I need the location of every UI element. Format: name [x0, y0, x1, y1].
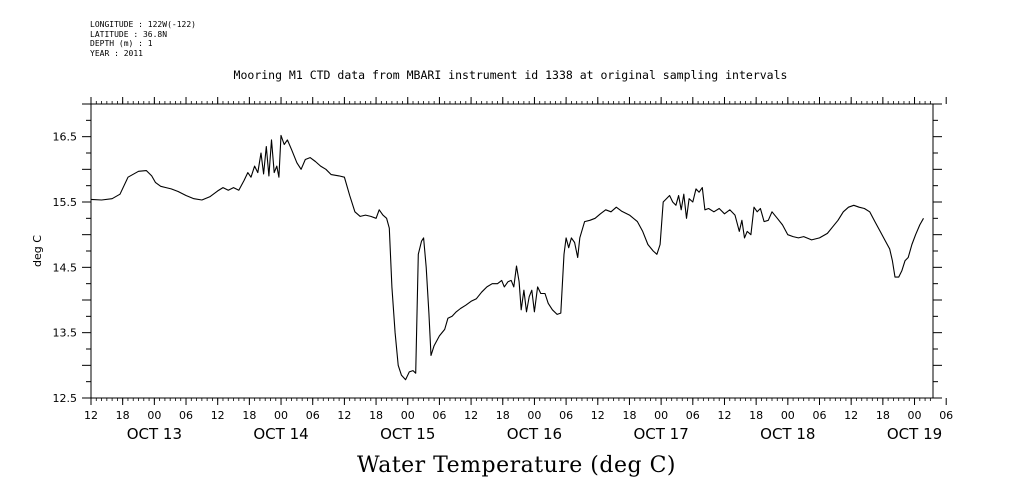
x-axis-title: Water Temperature (deg C): [357, 453, 676, 478]
x-date-label: OCT 17: [633, 425, 688, 443]
x-tick-label: 00: [401, 409, 415, 422]
x-date-label: OCT 18: [760, 425, 815, 443]
plot-frame: [90, 103, 934, 399]
y-tick-label: 12.5: [53, 392, 78, 405]
x-tick-label: 18: [622, 409, 636, 422]
y-tick-label: 13.5: [53, 327, 78, 340]
x-date-label: OCT 14: [253, 425, 308, 443]
x-tick-label: 18: [116, 409, 130, 422]
x-tick-label: 06: [686, 409, 700, 422]
metadata-block: LONGITUDE : 122W(-122) LATITUDE : 36.8N …: [90, 20, 196, 58]
meta-latitude: LATITUDE : 36.8N: [90, 29, 168, 39]
meta-year: YEAR : 2011: [90, 48, 143, 58]
x-date-label: OCT 16: [507, 425, 562, 443]
chart-title: Mooring M1 CTD data from MBARI instrumen…: [233, 68, 788, 82]
x-tick-label: 18: [242, 409, 256, 422]
x-tick-label: 00: [908, 409, 922, 422]
x-tick-label: 06: [179, 409, 193, 422]
y-axis-label: deg C: [31, 235, 44, 267]
x-tick-label: 18: [496, 409, 510, 422]
meta-depth: DEPTH (m) : 1: [90, 39, 153, 48]
x-tick-label: 12: [464, 409, 478, 422]
x-date-label: OCT 13: [127, 425, 182, 443]
x-tick-label: 00: [781, 409, 795, 422]
x-tick-label: 12: [84, 409, 98, 422]
x-tick-label: 06: [939, 409, 953, 422]
x-tick-label: 12: [591, 409, 605, 422]
x-tick-label: 00: [654, 409, 668, 422]
x-tick-label: 00: [147, 409, 161, 422]
x-tick-label: 12: [337, 409, 351, 422]
x-tick-label: 06: [559, 409, 573, 422]
y-tick-label: 16.5: [53, 131, 78, 144]
x-tick-label: 18: [876, 409, 890, 422]
x-tick-label: 06: [432, 409, 446, 422]
x-tick-label: 06: [813, 409, 827, 422]
meta-longitude: LONGITUDE : 122W(-122): [90, 20, 196, 29]
x-tick-label: 18: [369, 409, 383, 422]
x-date-label: OCT 15: [380, 425, 435, 443]
x-tick-label: 00: [274, 409, 288, 422]
x-tick-label: 00: [527, 409, 541, 422]
x-tick-label: 12: [211, 409, 225, 422]
x-tick-label: 18: [749, 409, 763, 422]
y-tick-label: 15.5: [53, 196, 78, 209]
x-tick-label: 06: [306, 409, 320, 422]
y-tick-label: 14.5: [53, 261, 78, 274]
x-date-label: OCT 19: [887, 425, 942, 443]
x-tick-label: 12: [844, 409, 858, 422]
temperature-series-line: [90, 134, 924, 381]
x-tick-label: 12: [717, 409, 731, 422]
